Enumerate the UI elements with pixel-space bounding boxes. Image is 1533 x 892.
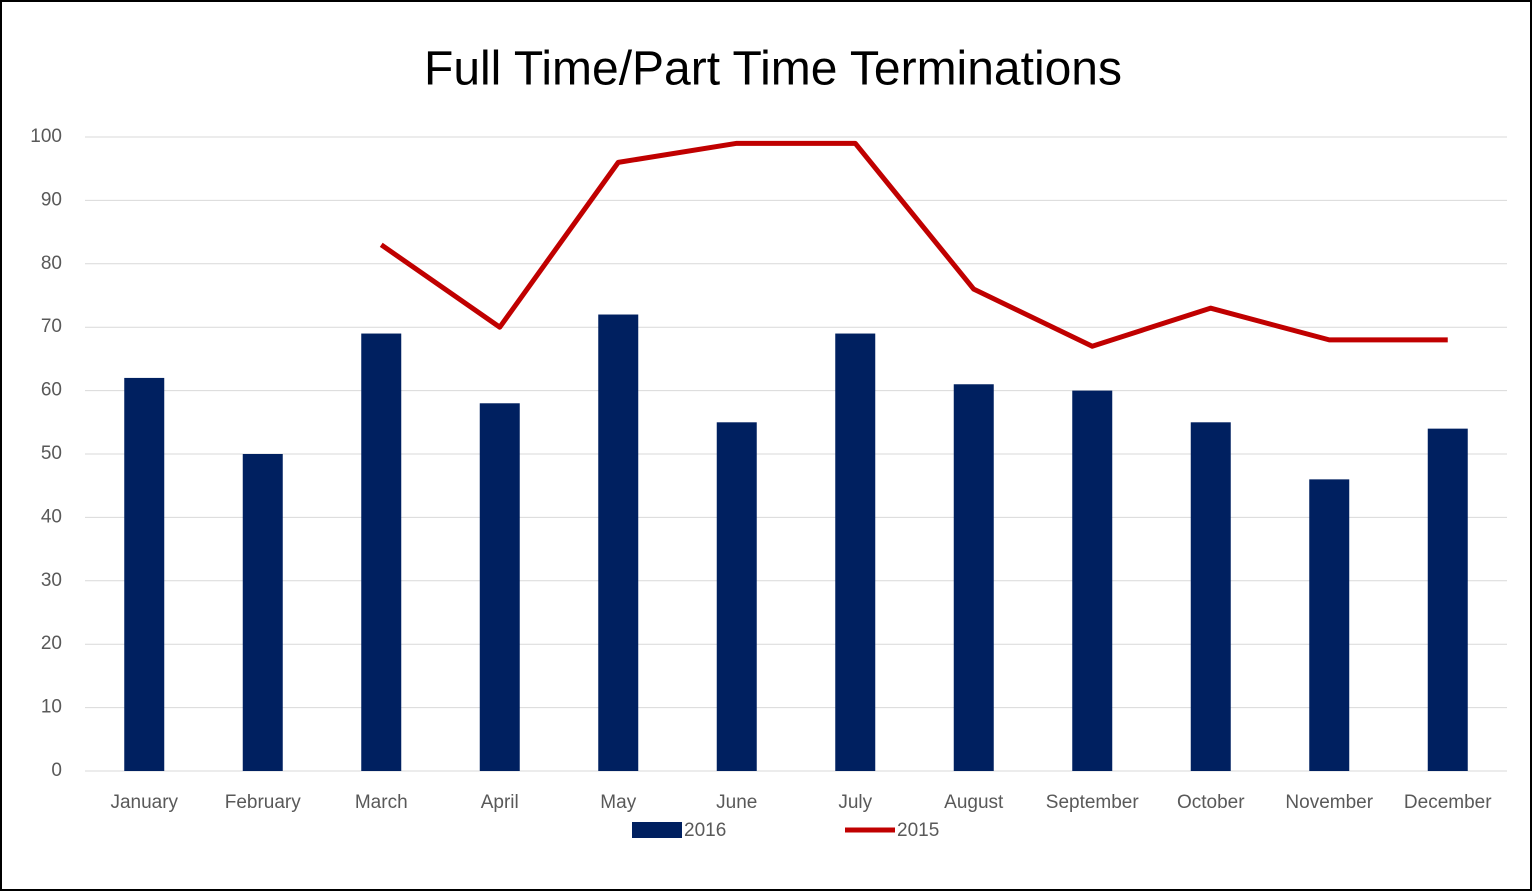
bar (479, 403, 520, 771)
y-tick-label: 60 (41, 380, 62, 401)
x-tick-label: November (1285, 792, 1373, 813)
bar (716, 422, 757, 771)
x-tick-label: August (944, 792, 1004, 813)
bar (124, 377, 165, 771)
y-tick-label: 10 (41, 697, 62, 718)
bar (1427, 428, 1468, 771)
x-tick-label: July (838, 792, 872, 813)
line (379, 140, 1448, 349)
legend-label: 2015 (897, 820, 939, 841)
bar (598, 314, 639, 771)
x-tick-label: January (110, 792, 178, 813)
legend-label: 2016 (684, 820, 726, 841)
bar (1072, 390, 1113, 771)
x-tick-label: June (716, 792, 757, 813)
bar (1190, 422, 1231, 771)
y-tick-label: 30 (41, 570, 62, 591)
x-tick-label: December (1404, 792, 1492, 813)
y-tick-label: 80 (41, 253, 62, 274)
bar (1309, 479, 1350, 771)
y-tick-label: 90 (41, 189, 62, 210)
x-tick-label: March (355, 792, 408, 813)
x-tick-label: May (600, 792, 636, 813)
x-tick-label: February (225, 792, 302, 813)
y-tick-label: 50 (41, 443, 62, 464)
x-tick-label: October (1177, 792, 1245, 813)
bar (835, 333, 876, 771)
y-tick-label: 20 (41, 633, 62, 654)
y-tick-label: 0 (51, 760, 62, 781)
y-tick-label: 70 (41, 316, 62, 337)
y-tick-label: 40 (41, 506, 62, 527)
x-tick-label: September (1046, 792, 1140, 813)
bar (242, 454, 283, 771)
y-tick-label: 100 (30, 126, 62, 147)
x-tick-label: April (481, 792, 519, 813)
bar (953, 384, 994, 771)
chart-title: Full Time/Part Time Terminations (424, 43, 1122, 96)
bar (361, 333, 402, 771)
legend-swatch (632, 822, 682, 838)
